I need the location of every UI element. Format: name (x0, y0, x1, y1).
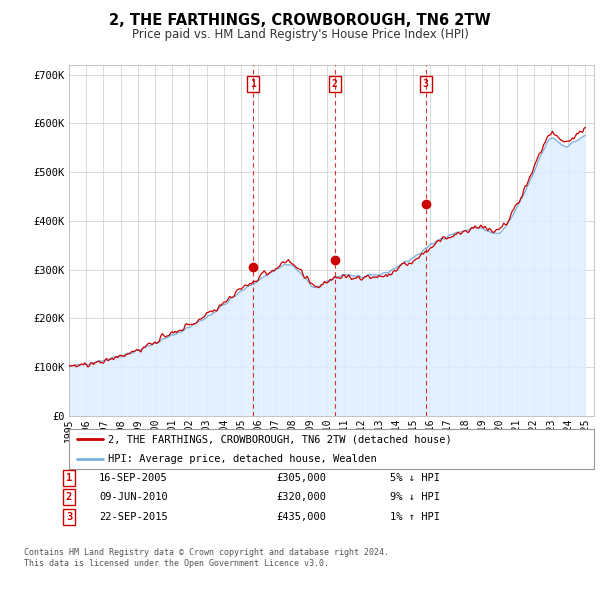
Text: £435,000: £435,000 (276, 512, 326, 522)
Text: 2, THE FARTHINGS, CROWBOROUGH, TN6 2TW (detached house): 2, THE FARTHINGS, CROWBOROUGH, TN6 2TW (… (109, 434, 452, 444)
Text: HPI: Average price, detached house, Wealden: HPI: Average price, detached house, Weal… (109, 454, 377, 464)
Text: 2: 2 (66, 493, 72, 502)
Text: £320,000: £320,000 (276, 493, 326, 502)
Text: 2: 2 (332, 79, 338, 89)
Text: Contains HM Land Registry data © Crown copyright and database right 2024.: Contains HM Land Registry data © Crown c… (24, 548, 389, 557)
Text: 2, THE FARTHINGS, CROWBOROUGH, TN6 2TW: 2, THE FARTHINGS, CROWBOROUGH, TN6 2TW (109, 13, 491, 28)
Text: 3: 3 (423, 79, 428, 89)
Text: 9% ↓ HPI: 9% ↓ HPI (390, 493, 440, 502)
Text: 22-SEP-2015: 22-SEP-2015 (99, 512, 168, 522)
Text: 1% ↑ HPI: 1% ↑ HPI (390, 512, 440, 522)
Text: 1: 1 (250, 79, 256, 89)
Text: 5% ↓ HPI: 5% ↓ HPI (390, 473, 440, 483)
Text: 1: 1 (66, 473, 72, 483)
Text: 3: 3 (66, 512, 72, 522)
Text: 09-JUN-2010: 09-JUN-2010 (99, 493, 168, 502)
Text: Price paid vs. HM Land Registry's House Price Index (HPI): Price paid vs. HM Land Registry's House … (131, 28, 469, 41)
Text: This data is licensed under the Open Government Licence v3.0.: This data is licensed under the Open Gov… (24, 559, 329, 568)
Text: 16-SEP-2005: 16-SEP-2005 (99, 473, 168, 483)
Text: £305,000: £305,000 (276, 473, 326, 483)
